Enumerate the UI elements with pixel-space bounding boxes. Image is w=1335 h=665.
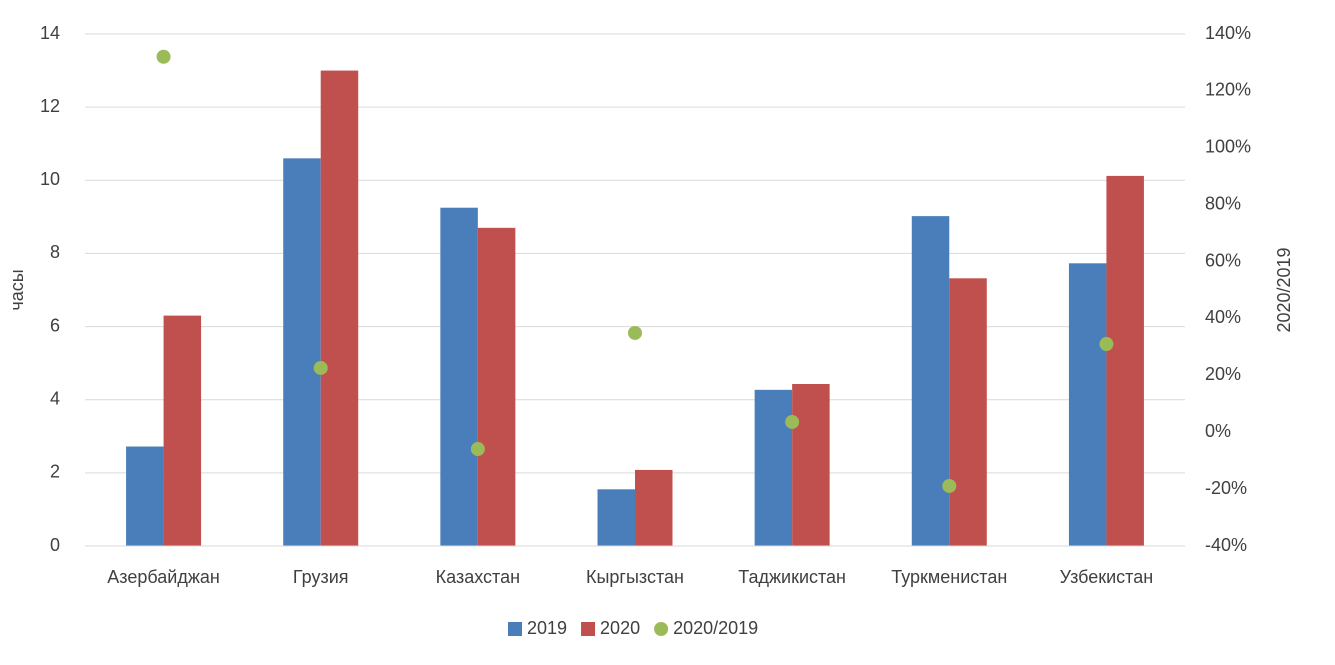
bar (163, 315, 202, 546)
x-tick-label: Таджикистан (738, 567, 846, 587)
legend-marker (508, 622, 522, 636)
y-axis-title: часы (7, 269, 27, 310)
scatter-point (628, 325, 642, 340)
x-tick-label: Казахстан (436, 567, 520, 587)
scatter-point (313, 360, 328, 375)
y2-axis-title: 2020/2019 (1274, 247, 1294, 332)
scatter-point (1099, 337, 1114, 352)
bar (597, 489, 635, 546)
bar (792, 383, 830, 546)
bar (754, 389, 793, 546)
y2-tick-label: 40% (1205, 307, 1241, 327)
scatter-point (156, 49, 171, 64)
bar (283, 158, 321, 547)
bar (949, 278, 987, 546)
y2-tick-label: 100% (1205, 137, 1251, 157)
legend-label: 2020/2019 (673, 618, 758, 638)
y2-tick-label: 0% (1205, 421, 1231, 441)
bar (1106, 175, 1144, 546)
bar (911, 216, 950, 546)
y2-tick-label: -40% (1205, 535, 1247, 555)
x-tick-label: Узбекистан (1060, 567, 1154, 587)
x-tick-label: Грузия (293, 567, 349, 587)
y2-tick-label: 80% (1205, 193, 1241, 213)
legend-label: 2019 (527, 618, 567, 638)
bar (477, 227, 516, 547)
y-tick-label: 6 (50, 315, 60, 335)
bar (440, 207, 478, 546)
y-tick-label: 14 (40, 23, 60, 43)
y-tick-label: 2 (50, 462, 60, 482)
y-tick-label: 4 (50, 388, 60, 408)
scatter-point (470, 442, 485, 457)
x-tick-label: Кыргызстан (586, 567, 684, 587)
x-tick-label: Азербайджан (107, 567, 220, 587)
y-tick-label: 10 (40, 169, 60, 189)
y2-tick-label: 20% (1205, 364, 1241, 384)
y2-tick-label: -20% (1205, 478, 1247, 498)
legend-marker (654, 622, 669, 636)
legend-label: 2020 (600, 618, 640, 638)
legend-marker (581, 622, 596, 636)
bar (126, 446, 164, 546)
y-tick-label: 8 (50, 242, 60, 262)
y-tick-label: 12 (40, 96, 60, 116)
y2-tick-label: 140% (1205, 23, 1251, 43)
bar (320, 70, 359, 547)
y2-tick-label: 60% (1205, 250, 1241, 270)
bar (635, 469, 673, 546)
y-tick-label: 0 (50, 535, 60, 555)
bar (1068, 263, 1107, 546)
y2-tick-label: 120% (1205, 80, 1251, 100)
x-tick-label: Туркменистан (891, 567, 1007, 587)
scatter-point (785, 414, 800, 429)
scatter-point (942, 478, 957, 493)
